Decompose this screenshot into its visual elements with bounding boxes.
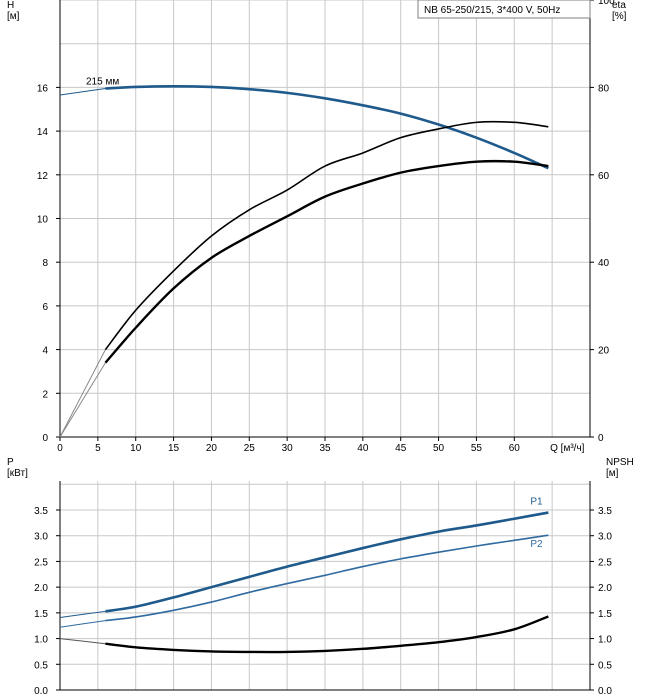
grid-bottom bbox=[59, 481, 591, 691]
x-tick-label: 45 bbox=[395, 443, 407, 454]
y-axis-title-left-top: H [м] bbox=[7, 0, 20, 22]
x-tick-label: 50 bbox=[433, 443, 445, 454]
x-tick-label: 35 bbox=[319, 443, 331, 454]
series-label-p2: P2 bbox=[530, 539, 543, 550]
x-tick-label: 20 bbox=[206, 443, 218, 454]
y-tick-label-left: 10 bbox=[37, 215, 49, 226]
x-tick-label: 40 bbox=[357, 443, 369, 454]
y-tick-label-left: 3.5 bbox=[34, 506, 48, 517]
power-curve-p2 bbox=[105, 534, 549, 622]
y-tick-label-left: 2 bbox=[42, 389, 48, 400]
y-tick-label-left: 16 bbox=[37, 83, 49, 94]
y-tick-label-right: 2.0 bbox=[598, 583, 612, 594]
x-tick-label: 25 bbox=[244, 443, 256, 454]
y-tick-label-right: 60 bbox=[598, 171, 610, 182]
npsh-curve bbox=[105, 615, 549, 654]
y-tick-label-left: 12 bbox=[37, 171, 49, 182]
y-tick-label-left: 4 bbox=[42, 346, 48, 357]
x-tick-label: 60 bbox=[509, 443, 521, 454]
y-tick-label-right: 0.0 bbox=[598, 686, 612, 697]
curve-extrapolation bbox=[59, 638, 106, 645]
axes bbox=[56, 0, 594, 691]
efficiency-curve bbox=[104, 159, 549, 364]
x-tick-label: 10 bbox=[130, 443, 142, 454]
y-tick-label-right: 2.5 bbox=[598, 557, 612, 568]
y-tick-label-right: 3.0 bbox=[598, 532, 612, 543]
grid-top bbox=[59, 0, 591, 438]
x-tick-label: 55 bbox=[471, 443, 483, 454]
y-tick-label-right: 80 bbox=[598, 83, 610, 94]
labels: 0 2 4 6 8 10 12 14 16 0 20 40 60 80 100 0 5 10 15 20 25 30 35 4… bbox=[7, 0, 634, 697]
y-tick-label-right: 3.5 bbox=[598, 506, 612, 517]
curve-annotation: 215 мм bbox=[86, 76, 119, 87]
efficiency-curve bbox=[104, 120, 549, 351]
x-tick-label: 15 bbox=[168, 443, 180, 454]
head-curve bbox=[105, 85, 549, 170]
curve-extrapolation bbox=[59, 87, 106, 96]
y-tick-label-right: 1.5 bbox=[598, 609, 612, 620]
y-tick-label-left: 8 bbox=[42, 258, 48, 269]
y-tick-label-left: 2.5 bbox=[34, 557, 48, 568]
curve-extrapolation bbox=[59, 610, 106, 618]
x-tick-label: 5 bbox=[95, 443, 101, 454]
curve-extrapolation bbox=[59, 362, 106, 438]
curves bbox=[59, 85, 549, 654]
y-tick-label-right: 1.0 bbox=[598, 635, 612, 646]
y-axis-title-right-bottom: NPSH [м] bbox=[606, 457, 634, 479]
y-tick-label-left: 1.5 bbox=[34, 609, 48, 620]
title-box bbox=[417, 0, 591, 19]
x-tick-label: 0 bbox=[57, 443, 63, 454]
y-tick-label-left: 0.0 bbox=[34, 686, 48, 697]
y-tick-label-left: 3.0 bbox=[34, 532, 48, 543]
series-label-p1: P1 bbox=[530, 497, 543, 508]
y-tick-label-left: 14 bbox=[37, 127, 49, 138]
title-text: NB 65-250/215, 3*400 V, 50Hz bbox=[424, 5, 560, 16]
y-tick-label-right: 40 bbox=[598, 258, 610, 269]
x-axis-label: Q [м³/ч] bbox=[550, 443, 585, 454]
y-axis-title-left-bottom: P [кВт] bbox=[7, 457, 28, 479]
y-tick-label-left: 0 bbox=[42, 433, 48, 444]
y-tick-label-left: 0.5 bbox=[34, 660, 48, 671]
y-tick-label-right: 20 bbox=[598, 346, 610, 357]
y-tick-label-right: 0.5 bbox=[598, 660, 612, 671]
curve-extrapolation bbox=[59, 620, 106, 628]
x-tick-label: 30 bbox=[282, 443, 294, 454]
y-axis-title-right-top: eta [%] bbox=[612, 0, 627, 22]
y-tick-label-right: 100 bbox=[598, 0, 615, 7]
y-tick-label-right: 0 bbox=[598, 433, 604, 444]
power-curve-p1 bbox=[105, 511, 549, 613]
y-tick-label-left: 1.0 bbox=[34, 635, 48, 646]
y-tick-label-left: 6 bbox=[42, 302, 48, 313]
y-tick-label-left: 2.0 bbox=[34, 583, 48, 594]
